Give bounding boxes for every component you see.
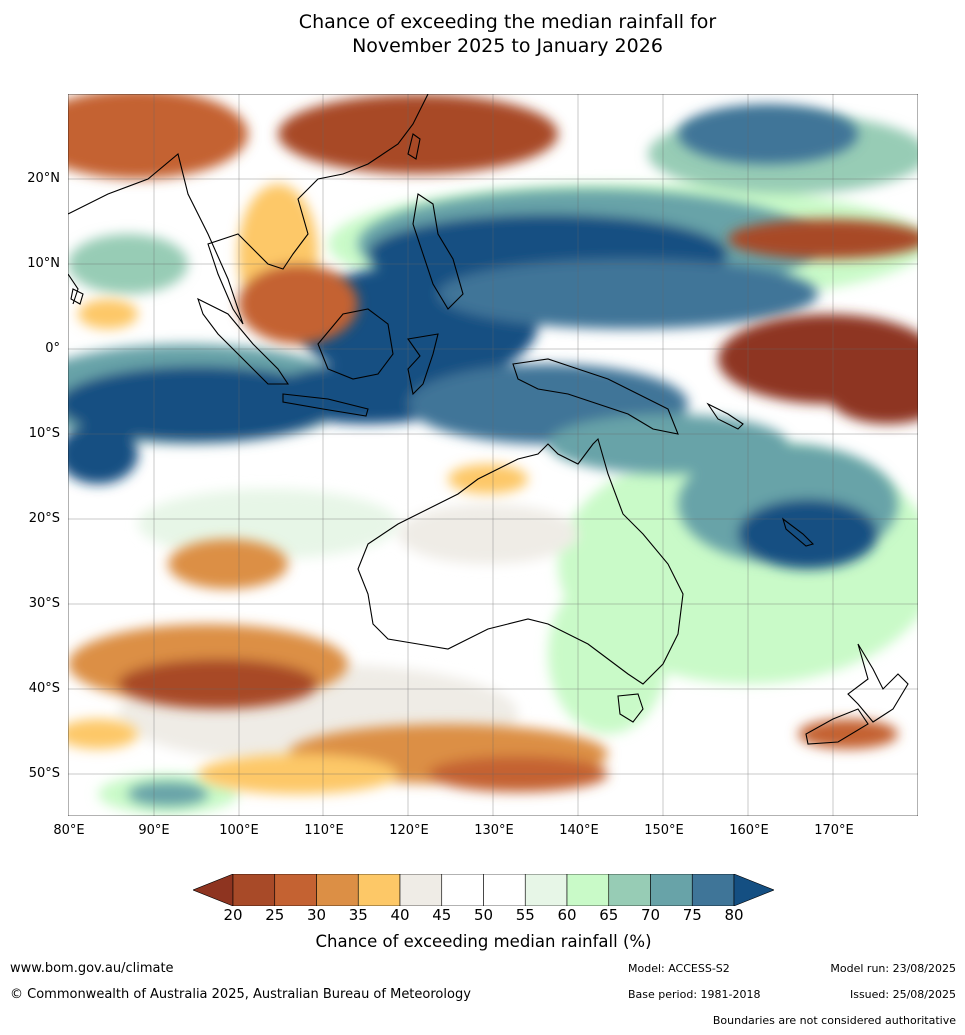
colorbar-cell bbox=[650, 874, 693, 906]
issued-text: Issued: 25/08/2025 bbox=[849, 988, 956, 1001]
colorbar-cell bbox=[691, 874, 735, 906]
colorbar-tick-label: 30 bbox=[306, 906, 327, 924]
colorbar-tick-label: 35 bbox=[348, 906, 368, 924]
colorbar-tick-label: 45 bbox=[432, 906, 452, 924]
java-coastline bbox=[282, 393, 369, 417]
colorbar-cell bbox=[441, 874, 484, 906]
taiwan-coastline bbox=[407, 133, 421, 160]
colorbar-tick-label: 50 bbox=[473, 906, 494, 924]
colorbar-arrow-high bbox=[733, 874, 774, 906]
lat-label-40s: 40°S bbox=[28, 681, 60, 696]
website-link[interactable]: www.bom.gov.au/climate bbox=[10, 961, 174, 976]
field-dry bbox=[68, 94, 918, 794]
lat-label-20n: 20°N bbox=[27, 171, 60, 186]
colorbar-tick-label: 25 bbox=[265, 906, 285, 924]
sulawesi-coastline bbox=[407, 333, 439, 396]
sumatra-coastline bbox=[197, 297, 290, 385]
new-guinea-coastline bbox=[512, 358, 679, 435]
colorbar-cells bbox=[193, 874, 774, 906]
colorbar-cell bbox=[524, 874, 568, 906]
colorbar-cell bbox=[357, 874, 401, 906]
asia-mainland-coastline bbox=[68, 94, 429, 325]
borneo-coastline bbox=[317, 308, 394, 380]
lon-label-110e: 110°E bbox=[304, 823, 344, 838]
model-run-text: Model run: 23/08/2025 bbox=[830, 962, 956, 975]
lon-label-140e: 140°E bbox=[559, 823, 599, 838]
colorbar-cell bbox=[232, 874, 276, 906]
lon-label-150e: 150°E bbox=[644, 823, 684, 838]
new-zealand-coastline bbox=[805, 643, 909, 745]
colorbar-cell bbox=[608, 874, 651, 906]
tasmania-coastline bbox=[617, 693, 644, 723]
lon-label-170e: 170°E bbox=[814, 823, 854, 838]
lon-label-90e: 90°E bbox=[138, 823, 170, 838]
model-text: Model: ACCESS-S2 bbox=[628, 962, 730, 975]
colorbar-tick-label: 70 bbox=[640, 906, 661, 924]
australia-coastline bbox=[357, 437, 684, 685]
lon-label-80e: 80°E bbox=[53, 823, 85, 838]
title-line-2: November 2025 to January 2026 bbox=[352, 35, 663, 57]
title-line-1: Chance of exceeding the median rainfall … bbox=[298, 11, 717, 33]
rainfall-map bbox=[68, 94, 918, 816]
solomon-islands-coastline bbox=[706, 402, 744, 430]
colorbar-tick-label: 60 bbox=[557, 906, 577, 924]
india-coastline bbox=[68, 273, 79, 305]
colorbar-cell bbox=[399, 874, 443, 906]
lat-label-20s: 20°S bbox=[28, 511, 60, 526]
lon-label-160e: 160°E bbox=[729, 823, 769, 838]
colorbar-cell bbox=[566, 874, 610, 906]
colorbar-arrow-low bbox=[193, 874, 234, 906]
new-caledonia-coastline bbox=[781, 517, 815, 547]
colorbar-tick-label: 75 bbox=[682, 906, 702, 924]
map-canvas bbox=[68, 94, 918, 816]
colorbar-label: Chance of exceeding median rainfall (%) bbox=[315, 932, 652, 951]
lat-label-30s: 30°S bbox=[28, 596, 60, 611]
lat-label-0: 0° bbox=[45, 341, 60, 356]
lat-label-50s: 50°S bbox=[28, 766, 60, 781]
colorbar-cell bbox=[316, 874, 359, 906]
colorbar-cell bbox=[274, 874, 317, 906]
lat-label-10n: 10°N bbox=[27, 256, 60, 271]
disclaimer-text: Boundaries are not considered authoritat… bbox=[712, 1014, 956, 1027]
philippines-coastline bbox=[412, 193, 464, 310]
map-title: Chance of exceeding the median rainfall … bbox=[0, 10, 965, 58]
lon-label-120e: 120°E bbox=[389, 823, 429, 838]
lon-label-130e: 130°E bbox=[474, 823, 514, 838]
colorbar-tick-label: 80 bbox=[724, 906, 744, 924]
colorbar-tick-label: 55 bbox=[515, 906, 535, 924]
lon-label-100e: 100°E bbox=[219, 823, 259, 838]
colorbar-cell bbox=[483, 874, 526, 906]
colorbar-tick-label: 20 bbox=[223, 906, 243, 924]
colorbar-tick-label: 65 bbox=[599, 906, 619, 924]
colorbar bbox=[193, 874, 774, 906]
sri-lanka-coastline bbox=[70, 288, 84, 305]
map-gridlines bbox=[68, 94, 918, 816]
copyright-text: © Commonwealth of Australia 2025, Austra… bbox=[10, 987, 471, 1002]
coastlines bbox=[68, 94, 909, 745]
base-period-text: Base period: 1981-2018 bbox=[628, 988, 761, 1001]
colorbar-tick-label: 40 bbox=[390, 906, 410, 924]
lat-label-10s: 10°S bbox=[28, 426, 60, 441]
